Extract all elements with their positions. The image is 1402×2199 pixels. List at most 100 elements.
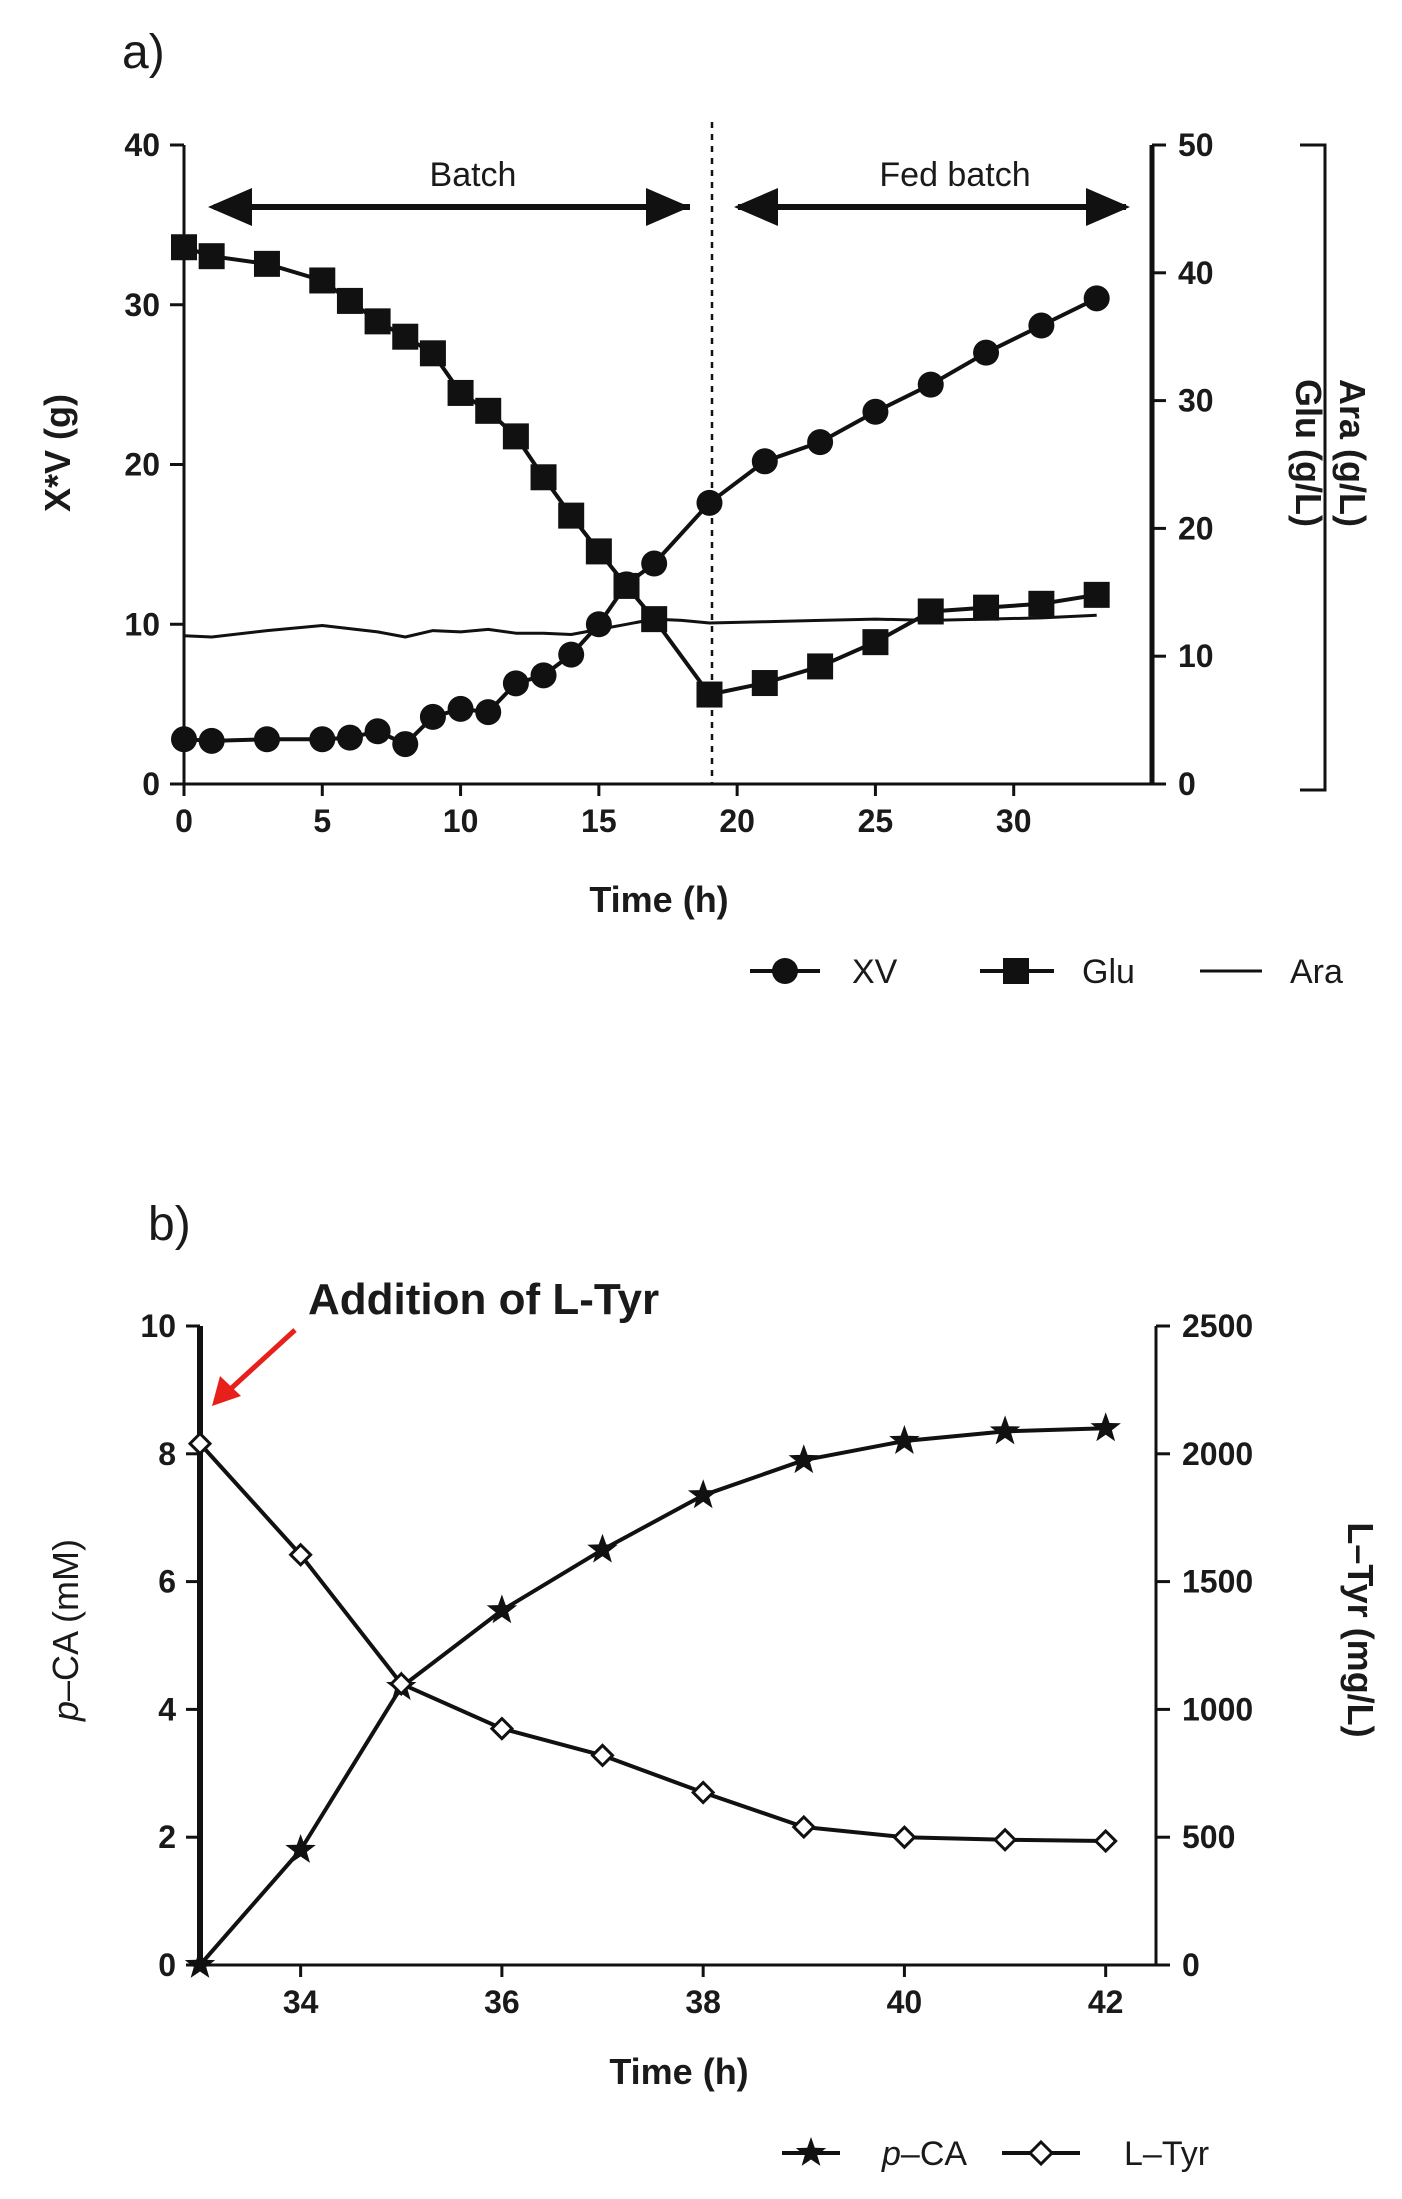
data-point-l-tyr	[187, 1431, 213, 1456]
data-point-xv	[171, 726, 197, 753]
data-point-p-ca	[285, 1834, 316, 1863]
data-point-glu	[336, 287, 363, 314]
y-left-tick-label: 40	[124, 127, 160, 163]
data-point-xv	[392, 731, 419, 758]
panel-a-y-right-title-glu: Glu (g/L)	[1288, 379, 1329, 527]
data-point-xv	[530, 662, 557, 689]
y-left-tick-label: 10	[140, 1308, 176, 1344]
data-point-glu	[973, 594, 1000, 621]
data-point-glu	[198, 243, 225, 270]
svg-text:XV: XV	[852, 953, 898, 991]
data-point-xv	[419, 703, 446, 730]
data-point-xv	[447, 695, 474, 722]
data-point-xv	[973, 339, 1000, 366]
svg-text:L–Tyr: L–Tyr	[1124, 2135, 1209, 2173]
data-point-p-ca	[687, 1479, 719, 1509]
panel-a-axes: 0 5 10 15 20 25 30 0 10 20 30 40 0 10 20 30 40 50	[124, 127, 1213, 839]
x-tick-label: 40	[887, 1984, 923, 2020]
data-point-xv	[585, 611, 612, 638]
data-point-xv	[1028, 312, 1055, 339]
addition-annotation: Addition of L-Tyr	[308, 1275, 659, 1324]
panel-b-legend: p–CA L–Tyr	[782, 2135, 1209, 2173]
y-left-tick-label: 10	[124, 606, 160, 642]
y-right-tick-label: 1500	[1182, 1564, 1253, 1600]
y-left-tick-label: 8	[158, 1436, 176, 1472]
data-point-l-tyr	[590, 1743, 615, 1768]
panel-b-x-title: Time (h)	[609, 2051, 748, 2092]
data-point-xv	[751, 448, 778, 475]
panel-a-x-title: Time (h)	[589, 879, 728, 920]
series-line-glu	[183, 245, 1098, 697]
svg-text:Ara: Ara	[1290, 953, 1343, 991]
x-tick-label: 25	[858, 803, 894, 839]
panel-b-y-left-title: p–CA (mM)	[45, 1539, 86, 1722]
panel-b-series	[184, 1412, 1121, 1978]
data-point-p-ca	[788, 1444, 819, 1474]
y-right-tick-label: 0	[1178, 766, 1196, 802]
data-point-glu	[364, 308, 391, 335]
data-point-xv	[558, 641, 585, 668]
data-point-glu	[558, 502, 585, 529]
data-point-glu	[585, 538, 612, 565]
data-point-xv	[336, 724, 363, 751]
data-point-l-tyr	[992, 1827, 1018, 1852]
data-point-glu	[862, 629, 889, 656]
data-point-glu	[751, 670, 778, 697]
fed-batch-arrow-left-head	[734, 188, 778, 226]
data-point-l-tyr	[389, 1671, 414, 1696]
data-point-glu	[392, 323, 419, 350]
x-tick-label: 5	[313, 803, 331, 839]
legend-item-pca: p–CA	[782, 2135, 967, 2173]
x-tick-label: 20	[719, 803, 755, 839]
data-point-p-ca	[889, 1425, 920, 1454]
panel-a-y-left-title: X*V (g)	[37, 394, 78, 512]
data-point-p-ca	[1090, 1412, 1121, 1442]
fed-batch-arrow-right-head	[1086, 188, 1130, 226]
legend-item-xv: XV	[750, 953, 898, 991]
panel-a-legend: XV Glu Ara	[750, 953, 1343, 991]
data-point-glu	[171, 234, 197, 261]
panel-a-chart: a) 0 5 10 15 20 25 30 0 10 20 30 40 0 10 20 30 40 50 Batc…	[37, 26, 1373, 991]
panel-b-axes: 34 36 38 40 42 0 2 4 6 8 10 0 500 1000 1500 2000 2500	[140, 1308, 1253, 2020]
x-tick-label: 38	[685, 1984, 721, 2020]
panel-b-chart: b) 34 36 38 40 42 0 2 4 6 8 10 0 500 1000 1500 2000 2500…	[45, 1198, 1381, 2173]
y-right-tick-label: 0	[1182, 1947, 1200, 1983]
data-point-xv	[917, 371, 944, 398]
legend-item-ara: Ara	[1200, 953, 1343, 991]
p-rest: –CA (mM)	[45, 1539, 86, 1701]
x-tick-label: 10	[443, 803, 479, 839]
y-right-tick-label: 10	[1178, 638, 1214, 674]
data-point-glu	[309, 267, 336, 294]
svg-text:Glu: Glu	[1082, 953, 1135, 991]
data-point-p-ca	[184, 1949, 216, 1978]
batch-label: Batch	[430, 156, 517, 194]
data-point-l-tyr	[288, 1542, 313, 1567]
x-tick-label: 15	[581, 803, 617, 839]
legend-diamond-icon	[1027, 2139, 1055, 2167]
panel-a-label: a)	[122, 26, 165, 79]
panel-b-y-right-title: L–Tyr (mg/L)	[1340, 1522, 1381, 1737]
addition-arrow	[223, 1328, 297, 1396]
x-tick-label: 34	[283, 1984, 319, 2020]
data-point-p-ca	[587, 1533, 618, 1563]
data-point-glu	[419, 340, 446, 367]
data-point-glu	[530, 464, 557, 491]
batch-arrow-right-head	[646, 188, 690, 226]
legend-star-icon	[795, 2137, 827, 2166]
y-right-tick-label: 40	[1178, 255, 1214, 291]
x-tick-label: 42	[1088, 1984, 1124, 2020]
x-tick-label: 0	[175, 803, 193, 839]
y-right-tick-label: 1000	[1182, 1691, 1253, 1727]
y-left-tick-label: 4	[158, 1691, 176, 1727]
batch-arrow-left-head	[208, 188, 252, 226]
data-point-glu	[1028, 590, 1055, 617]
y-right-tick-label: 30	[1178, 383, 1214, 419]
data-point-l-tyr	[1093, 1828, 1118, 1854]
y-left-tick-label: 20	[124, 447, 160, 483]
y-left-tick-label: 0	[158, 1947, 176, 1983]
data-point-p-ca	[486, 1594, 518, 1624]
data-point-xv	[862, 398, 889, 425]
data-point-xv	[696, 489, 723, 516]
y-right-tick-label: 2500	[1182, 1308, 1253, 1344]
